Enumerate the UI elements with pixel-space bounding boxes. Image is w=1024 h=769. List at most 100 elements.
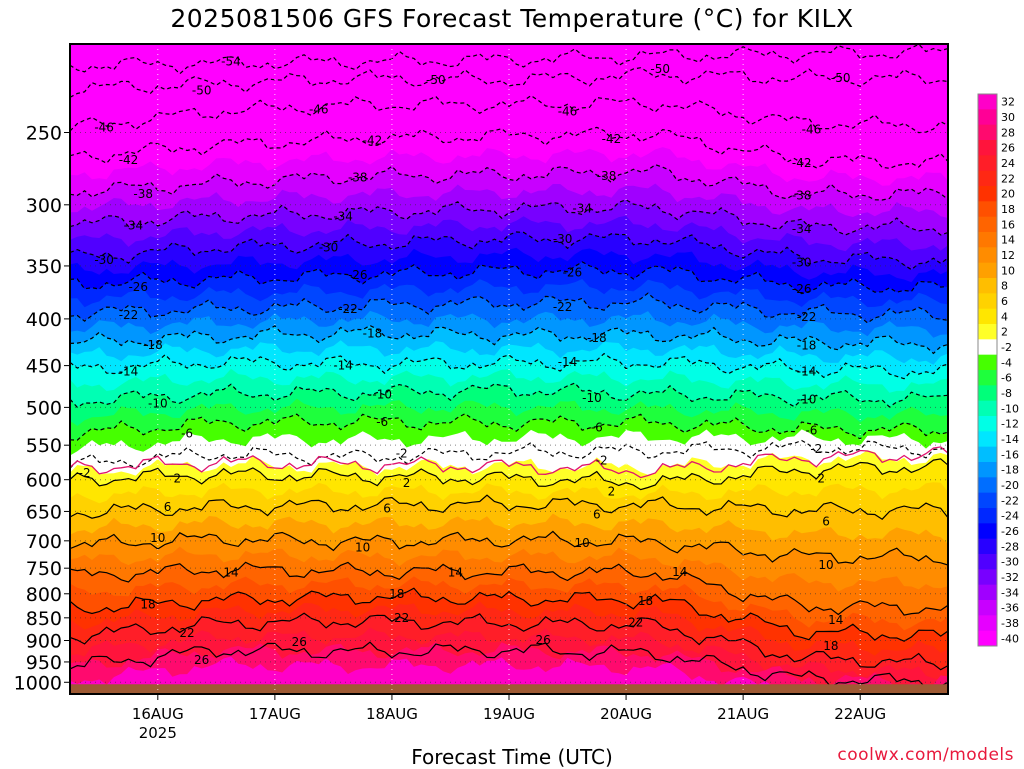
colorbar-label: 2: [1001, 326, 1008, 339]
y-tick-label: 600: [26, 470, 62, 492]
colorbar-label: -16: [1001, 448, 1019, 461]
colorbar-label: 6: [1001, 295, 1008, 308]
colorbar-label: -8: [1001, 387, 1012, 400]
contour-line: [70, 324, 948, 355]
colorbar-label: 8: [1001, 280, 1008, 293]
contour-label: 18: [638, 594, 653, 608]
colorbar-swatch: [978, 370, 997, 386]
contour-label: 10: [150, 531, 165, 545]
contour-label: -14: [119, 365, 139, 379]
colorbar-swatch: [978, 492, 997, 509]
contour-label: -2: [79, 466, 91, 480]
y-tick-label: 450: [26, 356, 62, 378]
contour-label: -22: [338, 302, 358, 316]
contour-label: -50: [650, 62, 670, 76]
contour-line: [70, 44, 948, 75]
x-axis-label: Forecast Time (UTC): [411, 745, 613, 769]
contour-label: 10: [575, 536, 590, 550]
contour-label: 14: [223, 565, 238, 579]
colorbar-label: 24: [1001, 157, 1015, 170]
y-tick-label: 550: [26, 435, 62, 457]
colorbar-swatch: [978, 170, 997, 187]
contour-line: [70, 641, 948, 691]
contour-label: 18: [823, 639, 838, 653]
colorbar-swatch: [978, 508, 997, 524]
contour-label: 6: [383, 501, 391, 515]
contour-label: -2: [596, 454, 608, 468]
contour-label: 6: [822, 515, 830, 529]
contour-label: -38: [597, 169, 617, 183]
colorbar-swatch: [978, 324, 997, 340]
x-tick-label: 19AUG: [483, 705, 535, 723]
contour-line: [70, 164, 948, 201]
colorbar-label: -18: [1001, 464, 1019, 477]
contour-label: -6: [376, 415, 388, 429]
contour-label: 2: [608, 484, 616, 498]
y-tick-label: 700: [26, 531, 62, 553]
contour-label: -10: [797, 392, 817, 406]
contour-label: -2: [810, 442, 822, 456]
x-tick-label: 18AUG: [366, 705, 418, 723]
contour-label: -18: [363, 326, 383, 340]
y-tick-label: 1000: [14, 672, 62, 694]
contour-label: 22: [628, 615, 643, 629]
colorbar-swatch: [978, 308, 997, 325]
colorbar-label: 16: [1001, 218, 1015, 231]
colorbar-swatch: [978, 462, 997, 478]
y-tick-label: 500: [26, 397, 62, 419]
contour-label: -42: [602, 132, 622, 146]
contour-label: -34: [792, 222, 812, 236]
y-tick-label: 250: [26, 122, 62, 144]
x-tick-label: 22AUG: [834, 705, 886, 723]
contour-label: -50: [192, 84, 212, 98]
contour-label: -42: [792, 156, 812, 170]
colorbar-swatch: [978, 354, 997, 371]
colorbar-swatch: [978, 247, 997, 264]
colorbar-swatch: [978, 446, 997, 463]
colorbar-swatch: [978, 431, 997, 448]
colorbar-swatch: [978, 385, 997, 402]
colorbar-label: -26: [1001, 525, 1019, 538]
colorbar-label: 22: [1001, 172, 1015, 185]
contour-label: 14: [672, 565, 687, 579]
contour-label: 18: [140, 598, 155, 612]
contour-line: [70, 382, 948, 409]
contour-label: -26: [348, 268, 368, 282]
contour-label: -26: [792, 282, 812, 296]
x-tick-label: 17AUG: [249, 705, 301, 723]
x-tick-label: 20AUG: [600, 705, 652, 723]
colorbar-label: -6: [1001, 372, 1012, 385]
contour-label: -6: [591, 420, 603, 434]
y-tick-label: 300: [26, 195, 62, 217]
colorbar-label: -10: [1001, 402, 1019, 415]
colorbar-label: -30: [1001, 556, 1019, 569]
contour-label: -46: [309, 103, 329, 117]
contour-line: [70, 458, 948, 491]
contour-line: [70, 94, 948, 134]
colorbar-swatch: [978, 477, 997, 494]
colorbar-label: 30: [1001, 111, 1015, 124]
y-tick-label: 350: [26, 256, 62, 278]
contour-label: -46: [558, 104, 578, 118]
contour-label: 10: [818, 558, 833, 572]
contour-line: [70, 261, 948, 295]
colorbar-swatch: [978, 569, 997, 586]
contour-label: -6: [181, 426, 193, 440]
contour-label: -54: [221, 54, 241, 68]
contour-label: 6: [593, 507, 601, 521]
contour-label: -18: [143, 338, 163, 352]
y-tick-label: 750: [26, 558, 62, 580]
contour-label: -26: [563, 266, 583, 280]
colorbar-label: -36: [1001, 602, 1019, 615]
contour-label: -14: [558, 355, 578, 369]
colorbar-swatch: [978, 216, 997, 233]
colorbar: 32 30 28 26 24 22 20 18 16 14 12 10 8 6 4 2 -2 -4 -6 -8 -10 -…: [977, 93, 1019, 647]
contour-label: -42: [119, 153, 139, 167]
contour-line: [70, 494, 948, 520]
colorbar-label: 20: [1001, 188, 1015, 201]
contour-label: -46: [802, 122, 822, 136]
colorbar-label: 32: [1001, 96, 1015, 109]
contour-label: 2: [173, 471, 181, 485]
colorbar-label: 12: [1001, 249, 1015, 262]
